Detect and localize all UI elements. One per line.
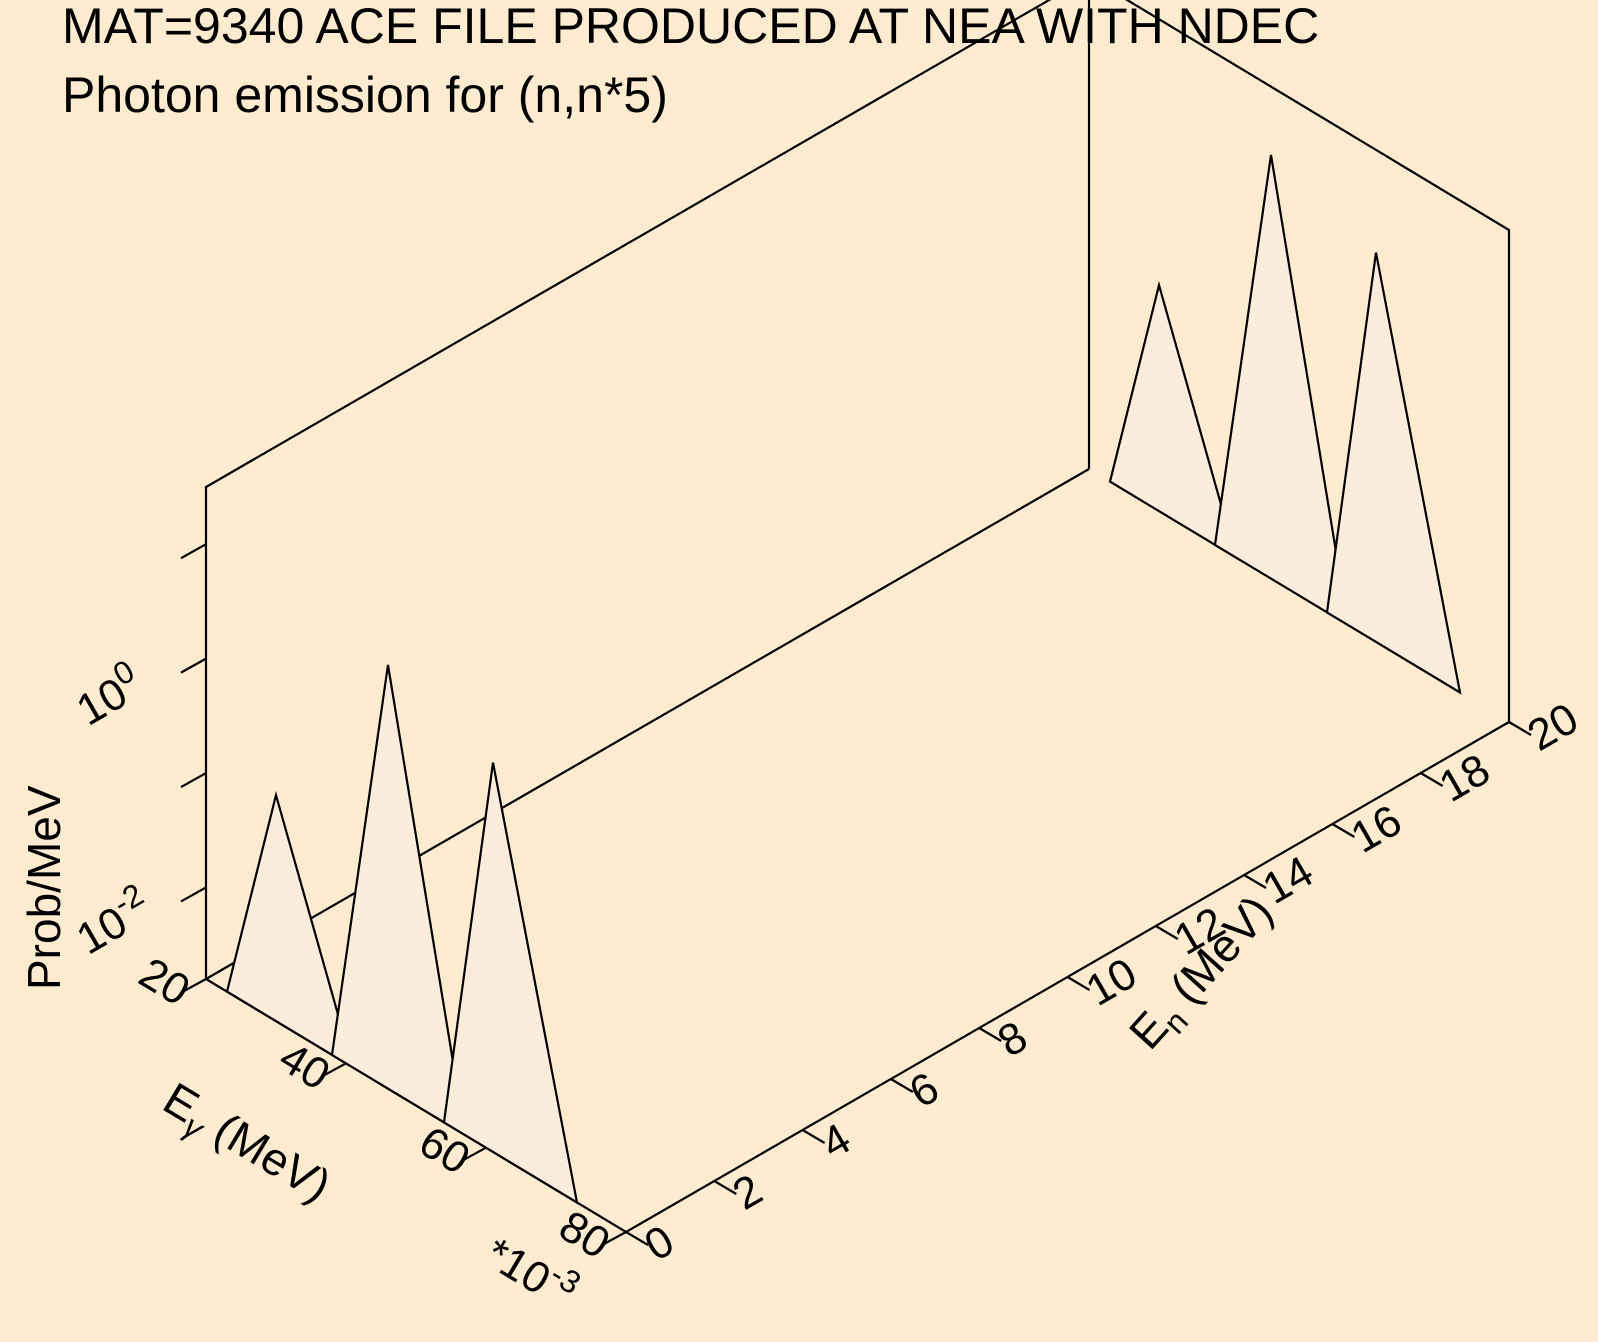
z-axis-label: Prob/MeV bbox=[18, 785, 70, 990]
y-tick-mark bbox=[1331, 823, 1355, 838]
y-tick-mark bbox=[890, 1078, 914, 1093]
y-tick-label: 20 bbox=[1520, 694, 1587, 761]
peak-en0-2 bbox=[442, 762, 579, 1205]
z-tick-mark bbox=[180, 657, 207, 674]
y-tick-label: 18 bbox=[1431, 745, 1498, 812]
x-tick-label: 20 bbox=[131, 948, 198, 1015]
z-tick-mark bbox=[180, 543, 207, 560]
x-tick-mark bbox=[463, 1146, 487, 1161]
y-tick-mark bbox=[1420, 772, 1444, 787]
back-wall-en bbox=[204, 0, 1091, 979]
y-tick-mark bbox=[713, 1180, 737, 1195]
y-tick-label: 14 bbox=[1255, 847, 1322, 914]
x-tick-mark bbox=[183, 978, 207, 992]
floor-back-edge bbox=[205, 468, 1090, 980]
z-tick-label: 100 bbox=[65, 653, 151, 736]
y-tick-mark bbox=[1508, 721, 1532, 736]
peak-en0-0 bbox=[225, 790, 355, 1070]
x-tick-mark bbox=[603, 1231, 627, 1245]
peak-en20-0 bbox=[1108, 280, 1238, 560]
chart-subtitle: Photon emission for (n,n*5) bbox=[62, 67, 668, 123]
z-tick-label: 10-2 bbox=[65, 876, 161, 964]
y-tick-mark bbox=[1243, 874, 1267, 889]
y-tick-mark bbox=[1155, 925, 1179, 940]
peak-en20-1 bbox=[1213, 154, 1350, 628]
series-en-20 bbox=[1108, 154, 1462, 695]
y-tick-mark bbox=[625, 1231, 649, 1246]
y-tick-mark bbox=[978, 1027, 1002, 1042]
chart-title: MAT=9340 ACE FILE PRODUCED AT NEA WITH N… bbox=[62, 0, 1319, 54]
back-wall-egamma bbox=[1125, 0, 1511, 722]
y-tick-mark bbox=[1066, 976, 1091, 991]
z-tick-mark bbox=[180, 886, 207, 903]
series-en-0 bbox=[225, 664, 579, 1205]
z-tick-mark bbox=[180, 772, 207, 789]
peak-en20-2 bbox=[1325, 252, 1462, 695]
y-tick-label: 16 bbox=[1343, 796, 1410, 863]
peak-en0-1 bbox=[330, 664, 467, 1138]
x-tick-mark bbox=[323, 1062, 347, 1077]
y-tick-mark bbox=[802, 1129, 826, 1144]
